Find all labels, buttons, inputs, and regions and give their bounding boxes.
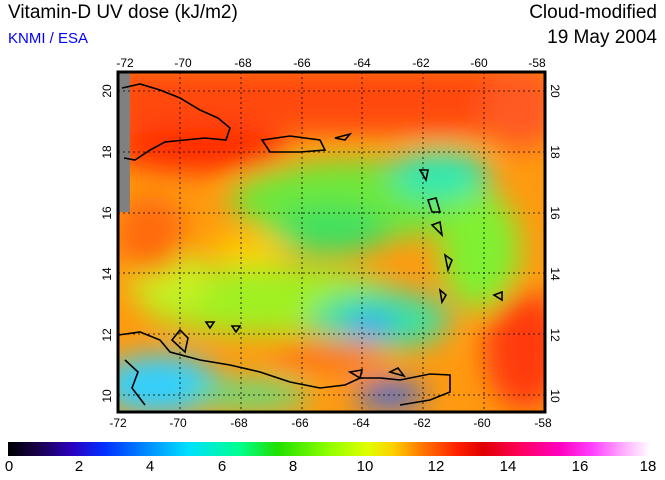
colorbar-label: 16	[571, 458, 589, 475]
longitude-ticks-top: -72 -70 -68 -66 -64 -62 -60 -58	[116, 56, 546, 70]
lat-tick: 10	[548, 389, 562, 403]
lon-tick: -58	[528, 56, 546, 70]
product-label: Cloud-modified	[529, 2, 657, 23]
color-scale-bar	[8, 442, 650, 456]
lat-tick: 14	[548, 267, 562, 281]
colorbar-label: 18	[639, 458, 657, 475]
lon-tick: -58	[534, 416, 552, 430]
lon-tick: -64	[352, 416, 370, 430]
lat-tick: 14	[100, 267, 114, 281]
lon-tick: -70	[169, 416, 187, 430]
lon-tick: -60	[473, 416, 491, 430]
lat-tick: 16	[548, 206, 562, 220]
lon-tick: -66	[291, 416, 309, 430]
lon-tick: -64	[353, 56, 371, 70]
map-border	[116, 70, 547, 414]
lon-tick: -66	[293, 56, 311, 70]
colorbar-label: 6	[217, 458, 227, 475]
latitude-ticks-right: 10 12 14 16 18 20	[548, 84, 562, 403]
longitude-ticks-bottom: -72 -70 -68 -66 -64 -62 -60 -58	[109, 416, 552, 430]
latitude-ticks-left: 10 12 14 16 18 20	[100, 84, 114, 403]
colorbar-label: 2	[74, 458, 84, 475]
lon-tick: -62	[413, 416, 431, 430]
lat-tick: 16	[100, 206, 114, 220]
lat-tick: 12	[100, 328, 114, 342]
lon-tick: -70	[174, 56, 192, 70]
lon-tick: -68	[230, 416, 248, 430]
lat-tick: 12	[548, 328, 562, 342]
lat-tick: 18	[100, 145, 114, 159]
lon-tick: -72	[109, 416, 127, 430]
credit-label: KNMI / ESA	[8, 30, 89, 47]
lon-tick: -62	[412, 56, 430, 70]
map-title: Vitamin-D UV dose (kJ/m2)	[8, 2, 238, 23]
graticule	[118, 72, 545, 412]
lon-tick: -60	[470, 56, 488, 70]
lon-tick: -72	[116, 56, 134, 70]
lat-tick: 20	[100, 84, 114, 98]
colorbar-label: 0	[4, 458, 14, 475]
uv-dose-field	[118, 72, 545, 412]
date-label: 19 May 2004	[547, 27, 657, 48]
colorbar-label: 10	[356, 458, 374, 475]
colorbar-label: 12	[427, 458, 445, 475]
lon-tick: -68	[234, 56, 252, 70]
colorbar-label: 8	[288, 458, 298, 475]
no-data-area	[118, 72, 130, 212]
lat-tick: 18	[548, 145, 562, 159]
lat-tick: 20	[548, 84, 562, 98]
colorbar-label: 14	[499, 458, 517, 475]
colorbar-label: 4	[145, 458, 155, 475]
lat-tick: 10	[100, 389, 114, 403]
